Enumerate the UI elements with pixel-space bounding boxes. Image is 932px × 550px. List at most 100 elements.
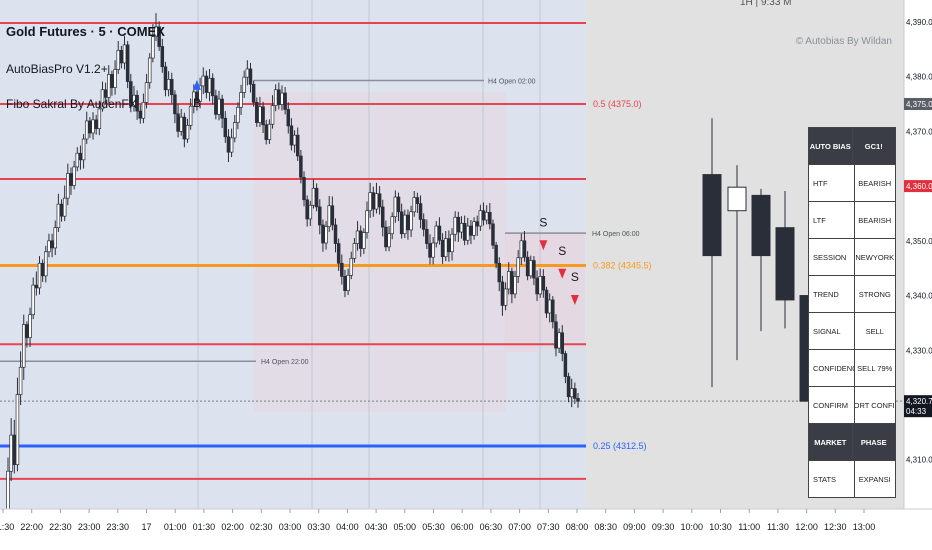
candle-body <box>125 44 130 82</box>
bias-row: LTF BEARISH <box>809 201 895 238</box>
bias-value: BEARISH <box>853 202 896 238</box>
candle-body <box>166 79 171 91</box>
candle-body <box>576 398 580 402</box>
bias-row: SESSION NEWYORK <box>809 238 895 275</box>
candle-body <box>431 242 435 258</box>
candle-body <box>97 108 102 129</box>
price-axis[interactable] <box>904 0 932 550</box>
candle-body <box>277 89 281 105</box>
candle-body <box>12 434 17 466</box>
candle-body <box>232 122 237 139</box>
candle-body <box>299 155 303 178</box>
candle-body <box>34 284 39 289</box>
sell-arrow-icon <box>539 240 548 251</box>
price-tick-label: 4,330.0 <box>906 346 932 355</box>
candle-body <box>554 321 558 349</box>
candle-body <box>179 116 183 132</box>
candle-body <box>107 74 111 98</box>
bias-value: EXPANSI <box>853 461 896 497</box>
candle-body <box>399 211 404 235</box>
price-tick-label: 4,370.0 <box>906 127 932 136</box>
candle-body <box>100 89 105 110</box>
candle-body <box>40 262 45 277</box>
bias-value: BEARISH <box>853 165 896 201</box>
candle-body <box>340 262 344 277</box>
candle-body <box>529 260 533 277</box>
m5-candles <box>6 13 580 524</box>
sell-signal-label: S <box>571 270 579 284</box>
candle-body <box>53 227 57 249</box>
candle-body <box>122 44 127 64</box>
candle-body <box>72 166 76 186</box>
bias-row: SIGNAL SELL <box>809 312 895 349</box>
indicator-autobias[interactable]: AutoBiasPro V1.2+ <box>6 62 108 76</box>
candle-body <box>210 77 215 97</box>
bias-label: TREND <box>813 289 839 299</box>
candle-body <box>229 137 234 153</box>
candle-body <box>21 324 26 368</box>
h4-open-label: H4 Open 22:00 <box>261 359 309 366</box>
candle-body <box>343 276 347 291</box>
candle-body <box>475 221 479 227</box>
candle-body <box>88 120 92 134</box>
symbol-title[interactable]: Gold Futures · 5 · COMEX <box>6 24 165 39</box>
bias-row: HTF BEARISH <box>809 164 895 201</box>
bias-label: CONFIRM <box>813 400 848 410</box>
timeframe-label: 1H | 9:33 M <box>740 0 792 8</box>
time-tick-label: 11:30 <box>767 522 789 532</box>
candle-body <box>415 197 420 204</box>
candle-body <box>280 92 284 105</box>
candle-body <box>494 244 498 264</box>
bias-row: AUTO BIAS GC1! <box>809 128 895 164</box>
candle-body <box>267 123 272 140</box>
candle-body <box>270 105 275 125</box>
time-tick-label: 09:00 <box>623 522 646 532</box>
candle-body <box>506 271 511 290</box>
candle-body <box>289 125 294 146</box>
candle-body <box>214 95 218 115</box>
candle-body <box>94 119 98 129</box>
candle-body <box>78 152 83 161</box>
bias-value: PHASE <box>851 424 896 460</box>
buy-arrow-icon <box>192 79 201 90</box>
candle-body <box>201 75 205 87</box>
candle-body <box>500 281 505 306</box>
candle-body <box>393 196 398 218</box>
candle-body <box>358 230 363 249</box>
indicator-fibo-sakral[interactable]: Fibo Sakral By AudenFX <box>6 97 137 111</box>
price-label-value: 4,320.7 <box>906 397 932 406</box>
candle-body <box>258 106 262 123</box>
candle-body <box>481 210 486 221</box>
bias-label: AUTO BIAS <box>809 141 851 151</box>
candle-body <box>220 98 224 119</box>
candle-body <box>519 240 524 259</box>
price-tick-label: 4,380.0 <box>906 73 932 82</box>
candle-body <box>119 50 124 64</box>
candle-body <box>488 212 492 225</box>
candle-body <box>544 289 549 314</box>
candle-body <box>387 233 391 248</box>
candle-body <box>283 92 287 110</box>
candle-body <box>31 284 35 316</box>
h4-open-label: H4 Open 06:00 <box>592 231 640 238</box>
candle-body <box>273 89 278 106</box>
candle-body <box>248 68 253 85</box>
time-tick-label: 07:30 <box>537 522 560 532</box>
candle-body <box>113 69 117 88</box>
time-tick-label: 03:00 <box>279 522 302 532</box>
candle-body <box>535 277 539 295</box>
time-tick-label: 06:30 <box>480 522 503 532</box>
candle-body <box>223 117 228 138</box>
candle-body <box>261 106 265 126</box>
time-tick-label: 08:00 <box>566 522 589 532</box>
price-label-countdown: 04:33 <box>906 407 927 416</box>
time-tick-label: 11:00 <box>738 522 760 532</box>
candle-body <box>321 224 325 244</box>
candle-body <box>217 98 221 115</box>
candle-body <box>91 119 95 134</box>
candle-body <box>352 243 357 259</box>
time-axis[interactable] <box>0 509 932 550</box>
time-tick-label: 01:30 <box>193 522 216 532</box>
candle-body <box>327 205 331 227</box>
